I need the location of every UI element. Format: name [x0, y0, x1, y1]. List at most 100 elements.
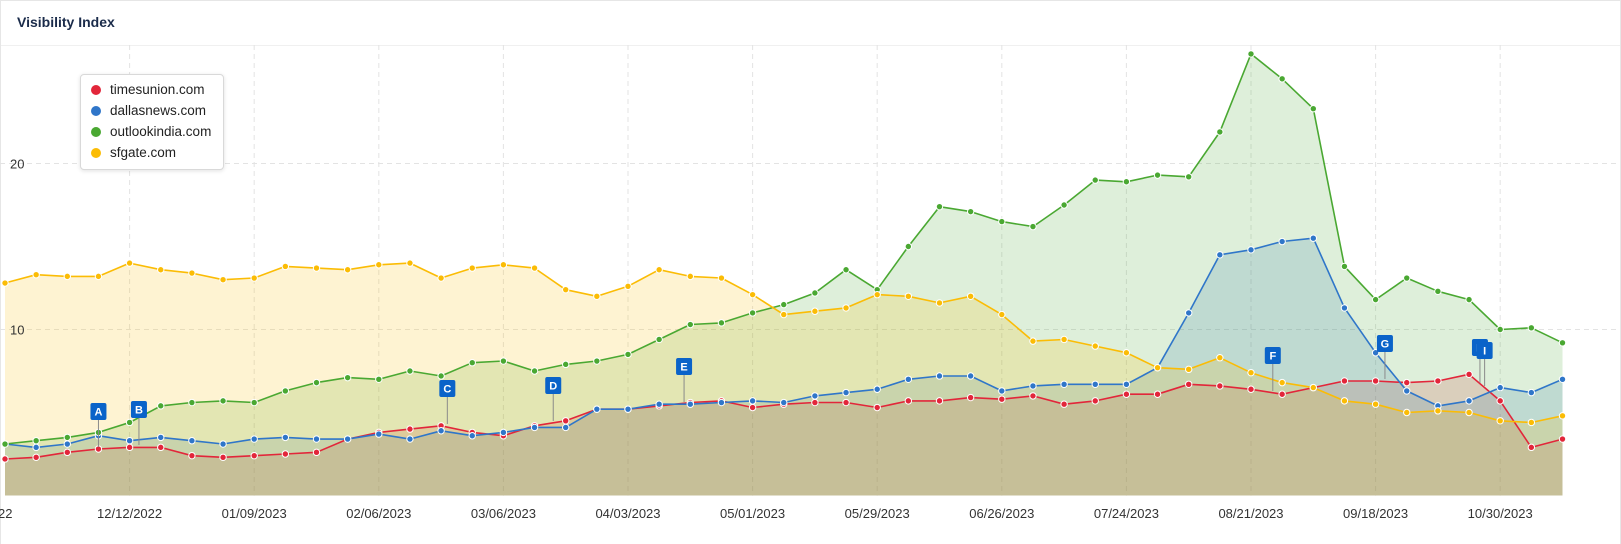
annotation-flag: [1264, 347, 1281, 364]
series-point: [748, 397, 757, 405]
annotation-flag: [90, 403, 107, 420]
series-point: [219, 397, 227, 405]
series-point: [530, 423, 539, 432]
series-point: [499, 357, 508, 365]
series-point: [32, 443, 40, 452]
annotation-a[interactable]: A: [90, 403, 107, 447]
series-point: [655, 335, 663, 344]
annotation-flag: [1376, 335, 1393, 352]
series-point: [998, 217, 1006, 226]
series-point: [468, 359, 476, 367]
x-tick-label: 07/24/2023: [1094, 506, 1159, 521]
series-point: [1060, 400, 1068, 408]
series-point: [1465, 397, 1473, 405]
legend-item-timesunion[interactable]: timesunion.com: [91, 79, 205, 100]
series-point: [1153, 363, 1162, 372]
series-point: [904, 292, 913, 300]
series-point: [1247, 246, 1255, 254]
series-area-2: [5, 53, 1563, 496]
series-point: [437, 427, 445, 435]
series-point: [188, 269, 196, 277]
series-point: [1029, 222, 1037, 231]
series-point: [406, 367, 414, 375]
series-point: [188, 451, 196, 460]
annotation-c[interactable]: C: [439, 380, 456, 424]
series-point: [904, 397, 913, 405]
series-point: [312, 264, 321, 272]
series-point: [1216, 251, 1224, 259]
series-point: [1029, 337, 1037, 345]
series-point: [1060, 335, 1068, 344]
annotation-flag: [439, 380, 456, 397]
series-point: [437, 274, 445, 282]
series-point: [1060, 201, 1068, 209]
x-tick-label: 09/18/2023: [1343, 506, 1408, 521]
series-point: [312, 435, 321, 443]
series-point: [593, 405, 601, 413]
annotation-label: C: [443, 384, 451, 396]
legend-item-outlookindia[interactable]: outlookindia.com: [91, 121, 211, 142]
series-point: [717, 398, 726, 407]
series-point: [1496, 383, 1504, 392]
series-point: [562, 285, 570, 294]
series-point: [1527, 443, 1536, 452]
series-point: [1371, 400, 1380, 408]
series-point: [1340, 377, 1349, 385]
series-point: [63, 440, 72, 448]
annotation-markers: ABCDEFGHI: [90, 335, 1493, 447]
series-point: [406, 425, 414, 433]
annotation-f[interactable]: F: [1264, 347, 1281, 391]
series-point: [1091, 342, 1099, 350]
series-point: [1247, 385, 1255, 393]
series-point: [1434, 287, 1442, 296]
series-point: [811, 398, 819, 407]
series-point: [562, 423, 570, 432]
series-point: [748, 290, 757, 299]
series-point: [530, 264, 539, 272]
series-point: [1216, 354, 1224, 362]
series-point: [188, 437, 196, 445]
series-point: [157, 402, 165, 410]
series-point: [281, 262, 290, 271]
series-point: [1403, 274, 1411, 282]
series-point: [1216, 382, 1224, 390]
series-point: [593, 292, 601, 300]
series-point: [375, 375, 383, 383]
annotation-d[interactable]: D: [545, 377, 562, 421]
legend-item-dallasnews[interactable]: dallasnews.com: [91, 100, 206, 121]
legend-item-sfgate[interactable]: sfgate.com: [91, 142, 176, 163]
series-point: [842, 388, 850, 397]
legend-swatch-sfgate: [91, 148, 101, 158]
series-point: [375, 261, 383, 269]
series-point: [1496, 325, 1504, 334]
series-point: [1558, 435, 1567, 443]
series-point: [966, 207, 975, 216]
series-point: [780, 300, 788, 309]
x-tick-label: 04/03/2023: [595, 506, 660, 521]
series-area-0: [5, 374, 1563, 496]
series-point: [343, 266, 352, 274]
series-point: [873, 385, 881, 393]
series-point: [219, 276, 227, 284]
series-point: [1278, 378, 1286, 387]
series-point: [998, 395, 1006, 403]
series-point: [935, 372, 944, 380]
series-point: [406, 259, 414, 267]
series-point: [406, 435, 414, 443]
series-point: [1278, 237, 1286, 246]
annotation-label: G: [1381, 339, 1390, 351]
series-point: [1558, 375, 1567, 383]
annotation-i[interactable]: I: [1476, 342, 1493, 386]
series-point: [1340, 262, 1349, 271]
series-point: [1122, 380, 1131, 388]
series-point: [1558, 339, 1567, 347]
annotation-e[interactable]: E: [676, 358, 693, 402]
series-point: [343, 373, 352, 382]
series-point: [125, 259, 134, 267]
series-point: [1465, 295, 1473, 304]
annotation-b[interactable]: B: [130, 401, 147, 445]
x-tick-label: 01/09/2023: [222, 506, 287, 521]
x-tick-label: 03/06/2023: [471, 506, 536, 521]
series-point: [873, 290, 881, 299]
annotation-g[interactable]: G: [1376, 335, 1393, 379]
